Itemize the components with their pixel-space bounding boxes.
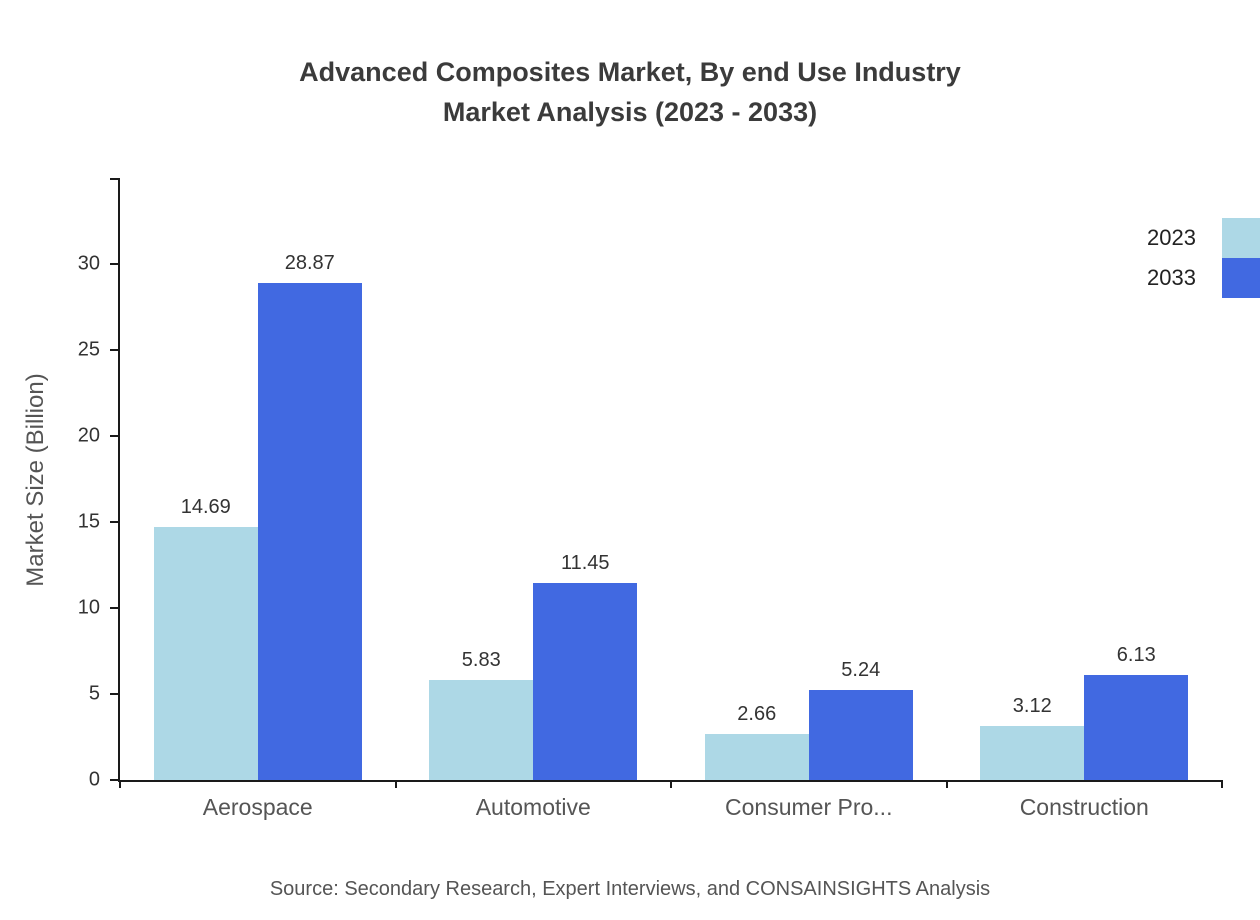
x-axis-labels: Aerospace Automotive Consumer Pro... Constr… [120,794,1222,821]
bar-2023: 14.69 [153,496,258,780]
y-tick-label: 0 [88,768,100,791]
x-tick [394,780,397,788]
bar-value-label: 28.87 [284,252,335,275]
bar-2033: 6.13 [1084,644,1189,780]
bar-2023: 2.66 [704,703,809,780]
legend-item: 2023 [1147,218,1260,258]
y-tick-label: 15 [77,510,100,533]
bar-2033: 5.24 [808,659,913,780]
y-tick-label: 30 [77,252,100,275]
bars-layer: 14.69 28.87 5.83 11.45 2.66 5.24 3.12 6.13 [120,178,1222,780]
y-tick [110,263,118,265]
bar-value-label: 5.24 [841,658,881,681]
y-tick-label: 20 [77,424,100,447]
bar-2023: 3.12 [980,695,1085,780]
bar-group: 2.66 5.24 [671,178,947,780]
bar-value-label: 6.13 [1116,643,1156,666]
bar-group: 5.83 11.45 [396,178,672,780]
y-tick [110,693,118,695]
bar-value-label: 5.83 [461,648,501,671]
bar-2033: 11.45 [533,552,638,780]
legend-item: 2033 [1147,258,1260,298]
legend-swatch [1222,218,1260,258]
y-tick [110,607,118,609]
y-tick [110,435,118,437]
y-axis-end-tick [110,178,118,180]
x-tick [1221,780,1223,788]
legend: 2023 2033 [1147,218,1260,298]
x-category-label: Automotive [475,794,591,820]
source-text: Source: Secondary Research, Expert Inter… [269,878,991,900]
chart-title-line1: Advanced Composites Market, By end Use I… [299,57,961,87]
x-tick [945,780,948,788]
y-tick-label: 5 [88,682,100,705]
bar-group: 14.69 28.87 [120,178,396,780]
y-tick-label: 25 [77,338,100,361]
bar-value-label: 2.66 [737,703,777,726]
x-category-label: Consumer Pro... [725,794,893,820]
bar-value-label: 3.12 [1012,695,1052,718]
bar-value-label: 14.69 [180,496,231,519]
x-tick [670,780,672,788]
bar-group: 3.12 6.13 [947,178,1223,780]
legend-label: 2023 [1147,225,1196,250]
y-tick [110,521,118,523]
bar-value-label: 11.45 [560,552,610,575]
x-category-label: Construction [1019,794,1149,820]
plot-area: 14.69 28.87 5.83 11.45 2.66 5.24 3.12 6.13 Aero… [78,178,1223,820]
x-tick [119,780,121,788]
legend-label: 2033 [1147,265,1196,290]
y-tick [110,779,118,781]
y-axis-title: Market Size (Billion) [22,373,49,587]
legend-swatch [1222,258,1260,298]
y-tick [110,349,118,351]
x-category-label: Aerospace [202,794,313,820]
bar-2033: 28.87 [257,252,362,780]
chart-title-line2: Market Analysis (2023 - 2033) [442,97,818,127]
chart-title: Advanced Composites Market, By end Use I… [0,52,1260,132]
y-tick-label: 10 [77,596,100,619]
bar-2023: 5.83 [429,649,534,780]
